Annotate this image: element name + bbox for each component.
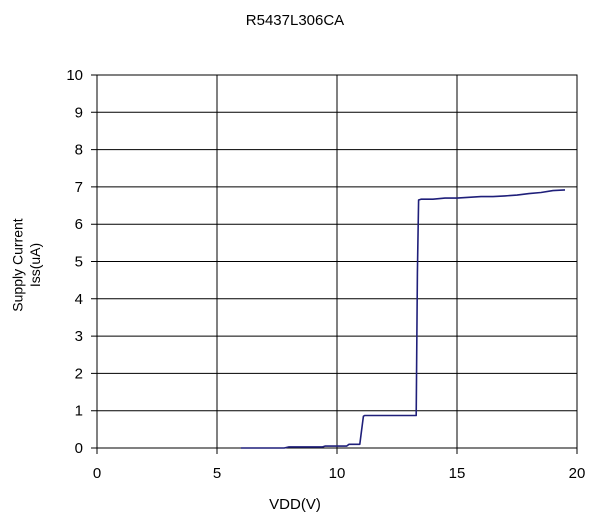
chart-title: R5437L306CA xyxy=(245,12,345,29)
x-axis-label: VDD(V) xyxy=(269,496,321,513)
y-tick-label: 1 xyxy=(75,403,83,420)
x-tick-label: 0 xyxy=(93,465,101,482)
y-tick-label: 4 xyxy=(75,291,83,308)
y-tick-label: 2 xyxy=(75,365,83,382)
y-tick-label: 3 xyxy=(75,328,83,345)
x-tick-label: 5 xyxy=(213,465,221,482)
y-axis-label-line-2: Iss(uA) xyxy=(27,242,44,288)
y-tick-label: 5 xyxy=(75,254,83,271)
y-tick-label: 10 xyxy=(66,67,83,84)
y-tick-label: 8 xyxy=(75,142,83,159)
x-tick-label: 10 xyxy=(329,465,346,482)
y-axis-label-line-1: Supply Current xyxy=(9,218,26,312)
series-line xyxy=(241,189,566,449)
y-tick-label: 7 xyxy=(75,179,83,196)
plot-frame xyxy=(96,74,578,449)
y-axis-label: Supply Current Iss(uA) xyxy=(5,190,49,340)
y-tick-label: 6 xyxy=(75,216,83,233)
y-tick-label: 0 xyxy=(75,440,83,457)
x-tick-label: 15 xyxy=(449,465,466,482)
x-tick-label: 20 xyxy=(569,465,586,482)
y-tick-label: 9 xyxy=(75,104,83,121)
